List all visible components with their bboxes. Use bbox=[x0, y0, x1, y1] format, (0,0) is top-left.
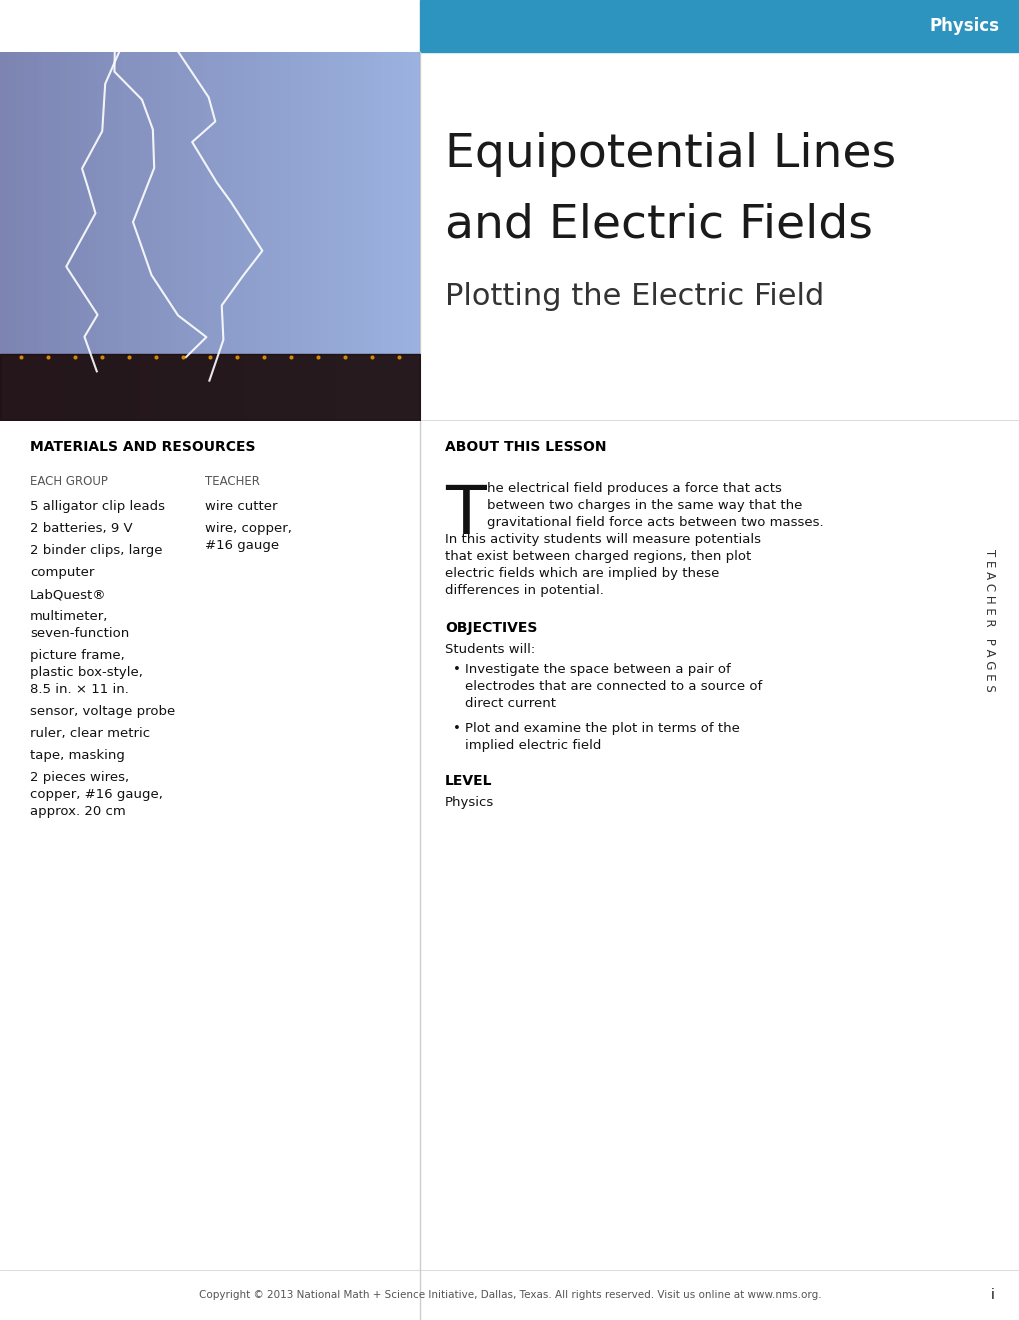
Text: electrodes that are connected to a source of: electrodes that are connected to a sourc… bbox=[465, 680, 761, 693]
Text: electric fields which are implied by these: electric fields which are implied by the… bbox=[444, 568, 718, 579]
Text: MATERIALS AND RESOURCES: MATERIALS AND RESOURCES bbox=[30, 440, 255, 454]
Text: Students will:: Students will: bbox=[444, 643, 535, 656]
Text: 2 batteries, 9 V: 2 batteries, 9 V bbox=[30, 521, 132, 535]
Bar bbox=[420, 0, 1019, 51]
Text: direct current: direct current bbox=[465, 697, 555, 710]
Text: between two charges in the same way that the: between two charges in the same way that… bbox=[486, 499, 802, 512]
Text: T: T bbox=[444, 482, 485, 548]
Text: sensor, voltage probe: sensor, voltage probe bbox=[30, 705, 175, 718]
Text: In this activity students will measure potentials: In this activity students will measure p… bbox=[444, 533, 760, 546]
Text: 2 binder clips, large: 2 binder clips, large bbox=[30, 544, 162, 557]
Text: Physics: Physics bbox=[929, 17, 999, 36]
Text: wire, copper,: wire, copper, bbox=[205, 521, 291, 535]
Text: TEACHER: TEACHER bbox=[205, 475, 260, 488]
Text: differences in potential.: differences in potential. bbox=[444, 583, 603, 597]
Text: wire cutter: wire cutter bbox=[205, 500, 277, 513]
Text: EACH GROUP: EACH GROUP bbox=[30, 475, 108, 488]
Text: 8.5 in. × 11 in.: 8.5 in. × 11 in. bbox=[30, 682, 128, 696]
Text: and Electric Fields: and Electric Fields bbox=[444, 202, 872, 247]
Text: ruler, clear metric: ruler, clear metric bbox=[30, 727, 150, 741]
Text: computer: computer bbox=[30, 566, 95, 579]
Text: i: i bbox=[990, 1288, 994, 1302]
Text: Physics: Physics bbox=[444, 796, 494, 809]
Text: •: • bbox=[452, 663, 461, 676]
Text: copper, #16 gauge,: copper, #16 gauge, bbox=[30, 788, 163, 801]
Text: •: • bbox=[452, 722, 461, 735]
Text: picture frame,: picture frame, bbox=[30, 649, 124, 663]
Text: he electrical field produces a force that acts: he electrical field produces a force tha… bbox=[486, 482, 782, 495]
Text: tape, masking: tape, masking bbox=[30, 748, 124, 762]
Text: Plot and examine the plot in terms of the: Plot and examine the plot in terms of th… bbox=[465, 722, 739, 735]
Text: OBJECTIVES: OBJECTIVES bbox=[444, 620, 537, 635]
Text: plastic box-style,: plastic box-style, bbox=[30, 667, 143, 678]
Text: Investigate the space between a pair of: Investigate the space between a pair of bbox=[465, 663, 730, 676]
Text: implied electric field: implied electric field bbox=[465, 739, 601, 752]
Text: multimeter,: multimeter, bbox=[30, 610, 108, 623]
Text: Copyright © 2013 National Math + Science Initiative, Dallas, Texas. All rights r: Copyright © 2013 National Math + Science… bbox=[199, 1290, 820, 1300]
Text: LEVEL: LEVEL bbox=[444, 774, 492, 788]
Text: T E A C H E R   P A G E S: T E A C H E R P A G E S bbox=[982, 549, 996, 692]
Text: Equipotential Lines: Equipotential Lines bbox=[444, 132, 896, 177]
Text: gravitational field force acts between two masses.: gravitational field force acts between t… bbox=[486, 516, 822, 529]
Text: 5 alligator clip leads: 5 alligator clip leads bbox=[30, 500, 165, 513]
Text: 2 pieces wires,: 2 pieces wires, bbox=[30, 771, 129, 784]
Text: ABOUT THIS LESSON: ABOUT THIS LESSON bbox=[444, 440, 606, 454]
Text: #16 gauge: #16 gauge bbox=[205, 539, 279, 552]
Text: LabQuest®: LabQuest® bbox=[30, 587, 107, 601]
Text: seven-function: seven-function bbox=[30, 627, 129, 640]
Text: Plotting the Electric Field: Plotting the Electric Field bbox=[444, 282, 823, 312]
Text: approx. 20 cm: approx. 20 cm bbox=[30, 805, 125, 818]
Text: that exist between charged regions, then plot: that exist between charged regions, then… bbox=[444, 550, 751, 564]
